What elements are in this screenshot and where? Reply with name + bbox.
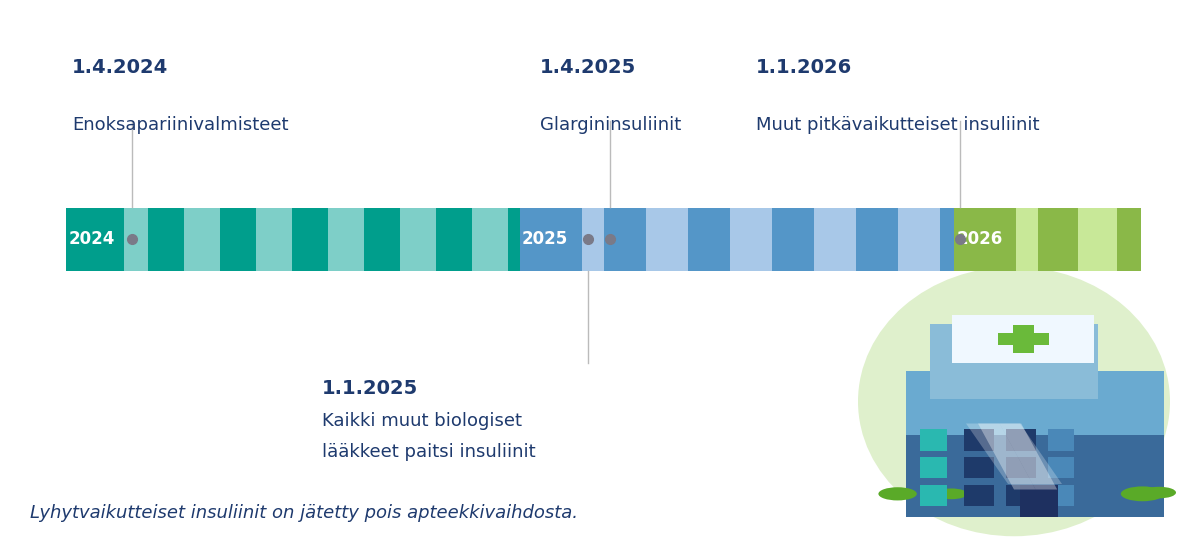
Bar [1006,429,1036,450]
Text: 1.1.2025: 1.1.2025 [322,379,418,399]
Polygon shape [966,424,1062,484]
Text: 1.4.2024: 1.4.2024 [72,58,168,77]
Bar [66,207,124,271]
Text: Muut pitkävaikutteiset insuliinit: Muut pitkävaikutteiset insuliinit [756,116,1039,134]
Bar [1117,207,1141,271]
Ellipse shape [936,488,967,499]
Bar [220,207,256,271]
Text: Enoksapariinivalmisteet: Enoksapariinivalmisteet [72,116,288,134]
Bar [1013,325,1033,353]
Bar [856,207,898,271]
Bar [604,207,646,271]
Text: 1.1.2026: 1.1.2026 [756,58,852,77]
Bar [184,207,220,271]
Bar [292,207,328,271]
Bar [920,485,947,506]
Bar [520,207,582,271]
Bar [964,485,994,506]
Text: 2026: 2026 [956,230,1003,248]
Bar [256,207,292,271]
Bar [953,315,1094,362]
Bar [964,429,994,450]
Bar [920,429,947,450]
Bar [436,207,472,271]
Bar [1038,207,1078,271]
Bar [998,333,1049,345]
Text: Kaikki muut biologiset: Kaikki muut biologiset [322,412,522,431]
Bar [964,457,994,478]
Bar [400,207,436,271]
Bar [772,207,814,271]
Bar [582,207,604,271]
Bar [906,371,1164,517]
Bar [1020,485,1058,517]
Text: Lyhytvaikutteiset insuliinit on jätetty pois apteekkivaihdosta.: Lyhytvaikutteiset insuliinit on jätetty … [30,504,578,522]
Polygon shape [978,424,1036,490]
Bar [1048,457,1074,478]
Text: Glargininsuliinit: Glargininsuliinit [540,116,682,134]
Polygon shape [1000,424,1057,490]
Bar [124,207,148,271]
Bar [148,207,184,271]
Bar [1048,485,1074,506]
Text: lääkkeet paitsi insuliinit: lääkkeet paitsi insuliinit [322,443,535,461]
Bar [1016,207,1038,271]
Bar [906,436,1164,517]
Text: 1.4.2025: 1.4.2025 [540,58,636,77]
Bar [954,207,1016,271]
Bar [1048,429,1074,450]
Bar [940,207,954,271]
Bar [688,207,730,271]
Ellipse shape [878,487,917,500]
Bar [814,207,856,271]
Ellipse shape [1121,486,1164,501]
Bar [730,207,772,271]
Bar [364,207,400,271]
Text: 2025: 2025 [522,230,569,248]
Bar [646,207,688,271]
Ellipse shape [1142,487,1176,498]
Bar [1006,485,1036,506]
Text: 2024: 2024 [68,230,115,248]
Bar [508,207,520,271]
Bar [328,207,364,271]
Bar [930,324,1098,399]
Bar [1006,457,1036,478]
Bar [920,457,947,478]
Bar [1078,207,1117,271]
Bar [898,207,940,271]
Ellipse shape [858,267,1170,536]
Bar [472,207,508,271]
